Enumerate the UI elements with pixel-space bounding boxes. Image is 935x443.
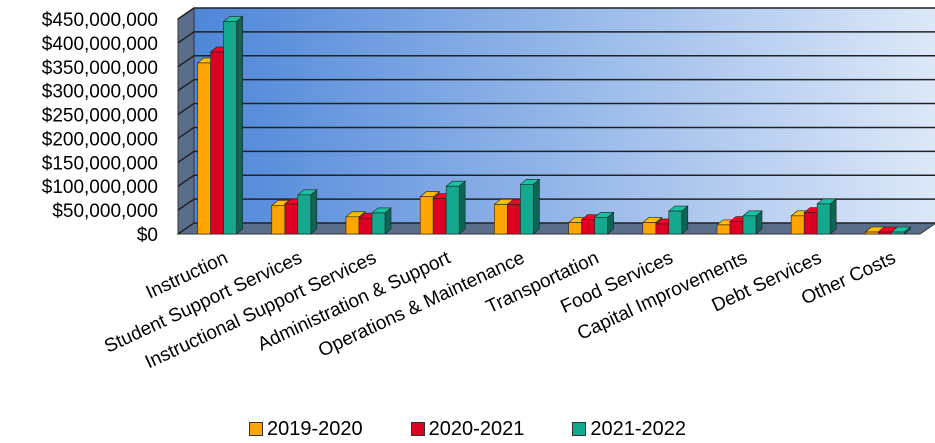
legend-label-2019-2020: 2019-2020 <box>267 417 363 440</box>
gridline <box>177 102 935 116</box>
plot-area <box>176 7 935 235</box>
legend-swatch-2020-2021 <box>410 422 425 436</box>
bar-2021-2022 <box>890 226 912 235</box>
y-tick-label: $0 <box>137 225 158 246</box>
gridline <box>177 126 935 140</box>
bar-2021-2022 <box>667 205 689 235</box>
y-tick-label: $250,000,000 <box>42 106 158 127</box>
gridline <box>177 222 935 235</box>
bar-2021-2022 <box>519 178 541 235</box>
legend-item-2020-2021: 2020-2021 <box>410 417 525 441</box>
legend: 2019-2020 2020-2021 2021-2022 <box>0 416 935 442</box>
bars <box>196 15 912 235</box>
bar-2021-2022 <box>222 15 244 235</box>
gridline <box>177 198 935 211</box>
bar-2021-2022 <box>445 180 467 235</box>
legend-item-2021-2022: 2021-2022 <box>572 418 686 441</box>
y-tick-label: $450,000,000 <box>42 10 158 31</box>
legend-swatch-2019-2020 <box>249 422 264 436</box>
bar-2021-2022 <box>296 189 318 235</box>
back-wall <box>193 7 935 224</box>
gridline <box>177 174 935 187</box>
bar-2021-2022 <box>816 198 838 235</box>
y-tick-label: $300,000,000 <box>42 82 158 103</box>
bar-2021-2022 <box>742 210 763 235</box>
y-tick-label: $200,000,000 <box>42 129 158 150</box>
y-tick-label: $50,000,000 <box>52 201 158 222</box>
gridline <box>177 7 935 20</box>
legend-label-2020-2021: 2020-2021 <box>428 417 525 440</box>
gridline <box>177 55 935 68</box>
gridline <box>177 31 935 44</box>
y-axis-ticks: $450,000,000 $400,000,000 $350,000,000 $300… <box>42 10 158 246</box>
y-tick-label: $150,000,000 <box>42 153 158 174</box>
y-tick-label: $400,000,000 <box>42 34 158 55</box>
bar-2021-2022 <box>371 207 392 235</box>
bar-2021-2022 <box>593 211 615 235</box>
bar-chart: $450,000,000 $400,000,000 $350,000,000 $300… <box>42 7 935 373</box>
gridline <box>177 150 935 163</box>
legend-item-2019-2020: 2019-2020 <box>249 418 363 441</box>
legend-swatch-2021-2022 <box>572 422 587 436</box>
legend-label-2021-2022: 2021-2022 <box>590 417 686 440</box>
gridline <box>177 78 935 92</box>
y-tick-label: $350,000,000 <box>42 58 158 79</box>
y-tick-label: $100,000,000 <box>42 177 158 198</box>
